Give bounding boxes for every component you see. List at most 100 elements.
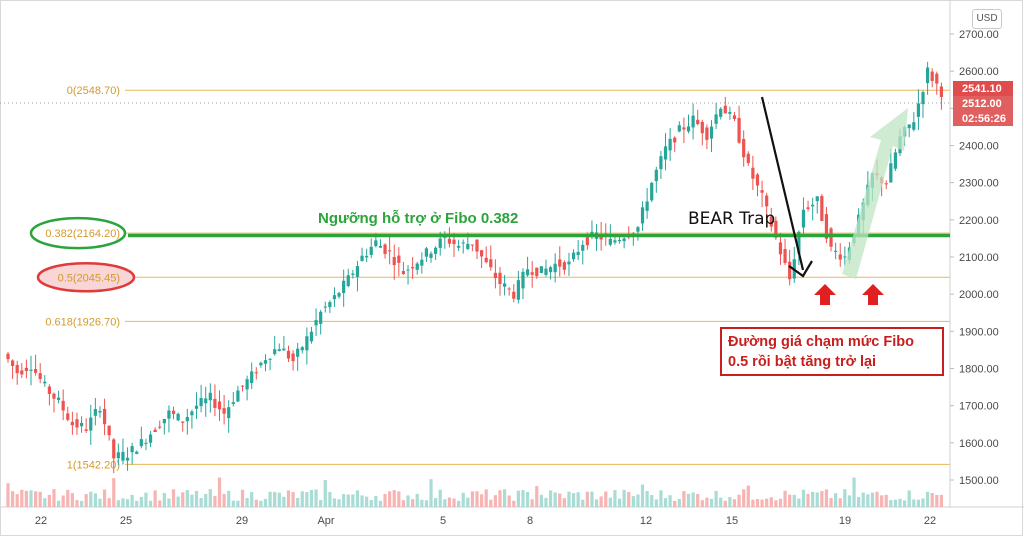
candle-body: [20, 370, 24, 375]
volume-bar: [208, 489, 212, 507]
volume-bar: [912, 499, 916, 507]
candle-body: [181, 421, 185, 423]
candle-body: [470, 244, 475, 246]
volume-bar: [645, 491, 649, 507]
candle-body: [217, 401, 222, 410]
candle-body: [613, 240, 617, 243]
volume-bar: [930, 493, 934, 507]
annotation-note-box: Đường giá chạm mức Fibo 0.5 rồi bật tăng…: [720, 327, 944, 376]
volume-bars: [6, 477, 944, 507]
volume-bar: [6, 483, 10, 507]
volume-bar: [608, 497, 612, 507]
volume-bar: [190, 494, 194, 507]
volume-bar: [498, 490, 502, 507]
volume-bar: [691, 492, 695, 507]
x-tick-label: Apr: [317, 515, 334, 527]
y-tick-label: 2000.00: [959, 289, 999, 301]
volume-bar: [663, 498, 668, 507]
volume-bar: [79, 500, 84, 507]
candle-body: [254, 372, 258, 374]
candle-body: [89, 417, 93, 431]
fib-label: 0(2548.70): [67, 85, 120, 97]
candle-body: [171, 410, 176, 415]
volume-bar: [502, 489, 507, 507]
candle-body: [889, 163, 893, 183]
y-tick-label: 1900.00: [959, 326, 999, 338]
candle-body: [29, 369, 33, 371]
candle-body: [392, 256, 396, 266]
currency-badge[interactable]: USD: [972, 9, 1002, 29]
volume-bar: [654, 499, 658, 507]
volume-bar: [411, 499, 415, 507]
candle-body: [608, 238, 612, 245]
candle-body: [829, 228, 833, 247]
candle-body: [925, 67, 930, 84]
volume-bar: [470, 491, 475, 507]
volume-bar: [245, 498, 249, 507]
candle-body: [424, 248, 429, 257]
candle-body: [719, 108, 723, 117]
candle-body: [553, 263, 557, 273]
bullish-green-arrow: [842, 108, 908, 279]
volume-bar: [774, 500, 778, 507]
volume-bar: [300, 491, 304, 507]
candle-body: [52, 393, 56, 399]
candle-body: [484, 257, 488, 263]
candle-body: [401, 271, 406, 274]
volume-bar: [388, 491, 392, 507]
volume-bar: [627, 491, 631, 507]
x-tick-label: 25: [120, 515, 132, 527]
candle-body: [617, 239, 622, 242]
volume-bar: [792, 494, 796, 507]
volume-bar: [56, 500, 61, 507]
volume-bar: [576, 492, 580, 507]
volume-bar: [650, 494, 654, 507]
volume-bar: [296, 497, 300, 507]
volume-bar: [811, 491, 815, 507]
candle-body: [263, 360, 268, 364]
volume-bar: [903, 500, 907, 507]
volume-bar: [843, 489, 847, 507]
time-axis[interactable]: 22 25 29 Apr 5 8 12 15 19 22: [35, 515, 936, 527]
candle-body: [153, 429, 157, 433]
volume-bar: [392, 490, 396, 507]
volume-bar: [875, 491, 879, 507]
volume-bar: [838, 498, 842, 507]
volume-bar: [33, 491, 38, 507]
volume-bar: [199, 497, 203, 507]
x-tick-label: 19: [839, 515, 851, 527]
candle-body: [640, 207, 645, 224]
volume-bar: [116, 500, 120, 507]
candle-body: [912, 122, 916, 130]
volume-bar: [581, 499, 585, 507]
candle-body: [305, 336, 309, 351]
volume-bar: [420, 499, 424, 507]
candle-body: [328, 302, 332, 308]
candle-body: [659, 156, 663, 170]
volume-bar: [227, 490, 231, 507]
volume-bar: [424, 500, 429, 507]
volume-bar: [622, 489, 626, 507]
candle-body: [838, 254, 842, 260]
volume-bar: [438, 489, 442, 507]
volume-bar: [682, 491, 686, 507]
x-tick-label: 22: [35, 515, 47, 527]
volume-bar: [631, 496, 635, 507]
volume-bar: [558, 493, 562, 507]
candle-body: [567, 261, 571, 265]
volume-bar: [544, 497, 548, 507]
candle-body: [732, 115, 737, 120]
candle-body: [939, 86, 944, 97]
candle-body: [498, 272, 502, 284]
candle-body: [337, 292, 341, 297]
volume-bar: [107, 498, 111, 507]
candle-body: [415, 263, 419, 270]
volume-bar: [939, 494, 944, 507]
volume-bar: [383, 494, 387, 507]
volume-bar: [585, 491, 589, 507]
candle-body: [636, 227, 640, 232]
volume-bar: [38, 491, 42, 507]
